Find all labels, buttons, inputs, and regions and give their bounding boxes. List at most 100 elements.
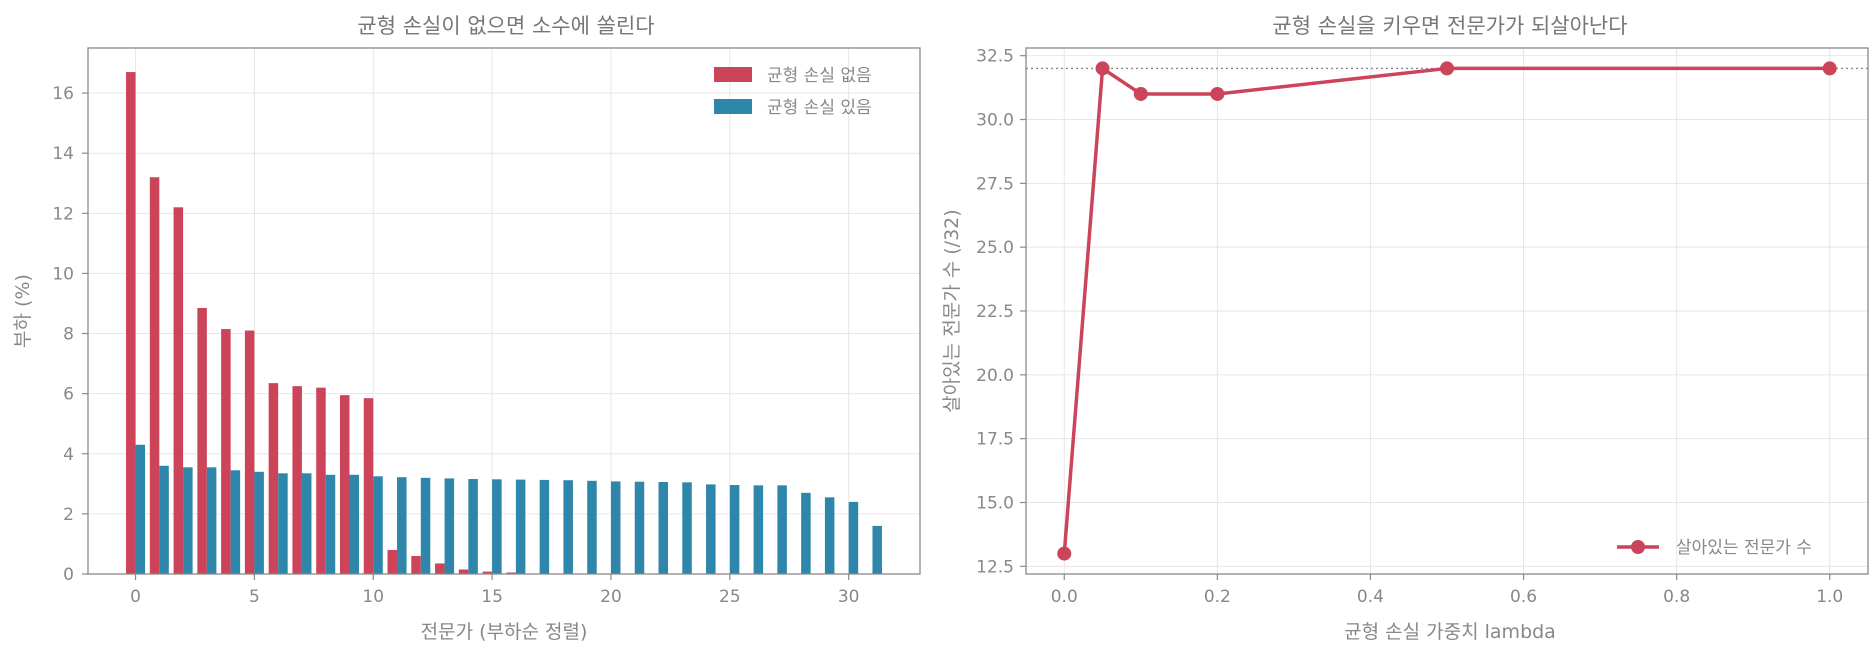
right-grid — [1026, 48, 1868, 574]
left-x-tick-label: 5 — [249, 587, 260, 607]
bar-with-balance-27 — [777, 485, 787, 574]
bar-with-balance-16 — [515, 479, 526, 574]
legend-marker-alive — [1631, 540, 1645, 554]
right-y-tick-label: 12.5 — [976, 557, 1014, 577]
left-chart: 균형 손실이 없으면 소수에 쏠린다 0 5 10 15 20 25 30 0 2 4 6 8 10 12… — [12, 14, 921, 643]
bar-no-balance-8 — [316, 387, 326, 574]
left-y-axis-label: 부하 (%) — [12, 274, 34, 348]
left-legend: 균형 손실 없음 균형 손실 있음 — [714, 66, 872, 118]
bar-with-balance-6 — [278, 473, 288, 574]
bar-with-balance-3 — [206, 467, 217, 574]
bar-with-balance-31 — [872, 525, 882, 574]
bar-with-balance-22 — [658, 482, 669, 574]
alive-experts-point-2 — [1133, 86, 1148, 101]
left-x-tick-label: 15 — [481, 587, 503, 607]
bar-with-balance-17 — [539, 479, 550, 574]
bar-with-balance-15 — [492, 479, 502, 574]
legend-label-with-balance: 균형 손실 있음 — [767, 98, 872, 118]
legend-label-no-balance: 균형 손실 없음 — [767, 66, 872, 86]
right-x-tick-label: 0.2 — [1204, 587, 1231, 607]
bar-with-balance-21 — [634, 481, 645, 574]
bar-no-balance-12 — [411, 555, 421, 574]
left-y-tick-label: 2 — [63, 505, 74, 525]
bar-no-balance-11 — [387, 549, 398, 574]
bar-with-balance-28 — [801, 492, 811, 574]
right-x-tick-label: 0.8 — [1663, 587, 1690, 607]
bar-no-balance-15 — [482, 571, 493, 574]
right-y-tick-label: 32.5 — [976, 47, 1014, 67]
legend-label-alive: 살아있는 전문가 수 — [1676, 538, 1812, 558]
bar-with-balance-26 — [753, 485, 764, 574]
right-y-tick-label: 25.0 — [976, 238, 1014, 258]
alive-experts-point-5 — [1822, 61, 1837, 76]
alive-experts-point-1 — [1095, 61, 1110, 76]
bar-with-balance-0 — [135, 444, 146, 574]
left-y-tick-label: 16 — [52, 84, 74, 104]
bar-no-balance-14 — [458, 569, 469, 574]
bar-with-balance-19 — [587, 480, 597, 574]
right-chart: 균형 손실을 키우면 전문가가 되살아난다 0.0 0.2 0.4 0.6 0.8 1.0… — [941, 14, 1869, 643]
left-ticks: 0 5 10 15 20 25 30 0 2 4 6 8 10 12 14 16 — [52, 84, 859, 607]
bar-with-balance-5 — [254, 471, 264, 574]
left-x-axis-label: 전문가 (부하순 정렬) — [421, 621, 588, 643]
left-y-tick-label: 0 — [63, 565, 74, 585]
bar-with-balance-4 — [230, 470, 241, 574]
left-x-tick-label: 20 — [600, 587, 622, 607]
left-y-tick-label: 12 — [52, 204, 74, 224]
left-y-tick-label: 8 — [63, 325, 74, 345]
bar-with-balance-9 — [349, 474, 359, 574]
bar-no-balance-3 — [197, 307, 207, 574]
alive-experts-point-3 — [1210, 86, 1225, 101]
bar-no-balance-10 — [363, 398, 374, 574]
bar-with-balance-29 — [824, 497, 835, 574]
bar-no-balance-2 — [173, 207, 184, 574]
bar-with-balance-10 — [373, 476, 383, 574]
alive-experts-point-4 — [1440, 61, 1454, 76]
bar-no-balance-6 — [268, 383, 279, 574]
bar-no-balance-9 — [339, 395, 350, 574]
bar-with-balance-7 — [301, 473, 312, 574]
right-legend: 살아있는 전문가 수 — [1617, 538, 1812, 558]
bar-no-balance-16 — [506, 572, 516, 574]
right-y-tick-label: 22.5 — [976, 302, 1014, 322]
bar-no-balance-5 — [244, 330, 255, 574]
bar-no-balance-7 — [292, 386, 302, 574]
left-chart-title: 균형 손실이 없으면 소수에 쏠린다 — [357, 14, 654, 38]
right-y-tick-label: 17.5 — [976, 430, 1014, 450]
left-x-tick-label: 10 — [362, 587, 384, 607]
left-y-tick-label: 10 — [52, 264, 74, 284]
bar-no-balance-4 — [221, 329, 231, 574]
left-x-tick-label: 25 — [719, 587, 741, 607]
legend-swatch-no-balance — [714, 67, 752, 82]
right-chart-title: 균형 손실을 키우면 전문가가 되살아난다 — [1272, 14, 1627, 38]
left-x-tick-label: 30 — [838, 587, 860, 607]
bar-with-balance-30 — [848, 501, 859, 574]
bar-with-balance-11 — [397, 477, 407, 574]
right-y-tick-label: 20.0 — [976, 366, 1014, 386]
bar-no-balance-1 — [149, 177, 160, 574]
right-x-tick-label: 0.0 — [1051, 587, 1078, 607]
bar-with-balance-1 — [159, 465, 169, 574]
bar-with-balance-25 — [729, 485, 740, 574]
bar-no-balance-13 — [435, 563, 445, 574]
right-ticks: 0.0 0.2 0.4 0.6 0.8 1.0 12.5 15.0 17.5 20.0 22.5 25… — [976, 47, 1843, 607]
left-plot-frame — [87, 47, 921, 575]
right-series — [1057, 61, 1837, 561]
right-x-tick-label: 1.0 — [1816, 587, 1843, 607]
left-y-tick-label: 6 — [63, 385, 74, 405]
alive-experts-point-0 — [1057, 546, 1072, 561]
right-x-axis-label: 균형 손실 가중치 lambda — [1344, 621, 1556, 643]
bar-with-balance-8 — [325, 474, 336, 574]
right-y-tick-label: 27.5 — [976, 174, 1014, 194]
left-x-tick-label: 0 — [130, 587, 141, 607]
bar-with-balance-24 — [706, 484, 716, 574]
legend-swatch-with-balance — [714, 99, 752, 114]
bar-with-balance-18 — [563, 480, 573, 574]
right-x-tick-label: 0.6 — [1510, 587, 1537, 607]
right-y-tick-label: 15.0 — [976, 494, 1014, 514]
bar-no-balance-0 — [126, 72, 136, 574]
bar-with-balance-20 — [610, 481, 621, 574]
left-bars — [126, 72, 882, 574]
alive-experts-line — [1062, 66, 1830, 554]
